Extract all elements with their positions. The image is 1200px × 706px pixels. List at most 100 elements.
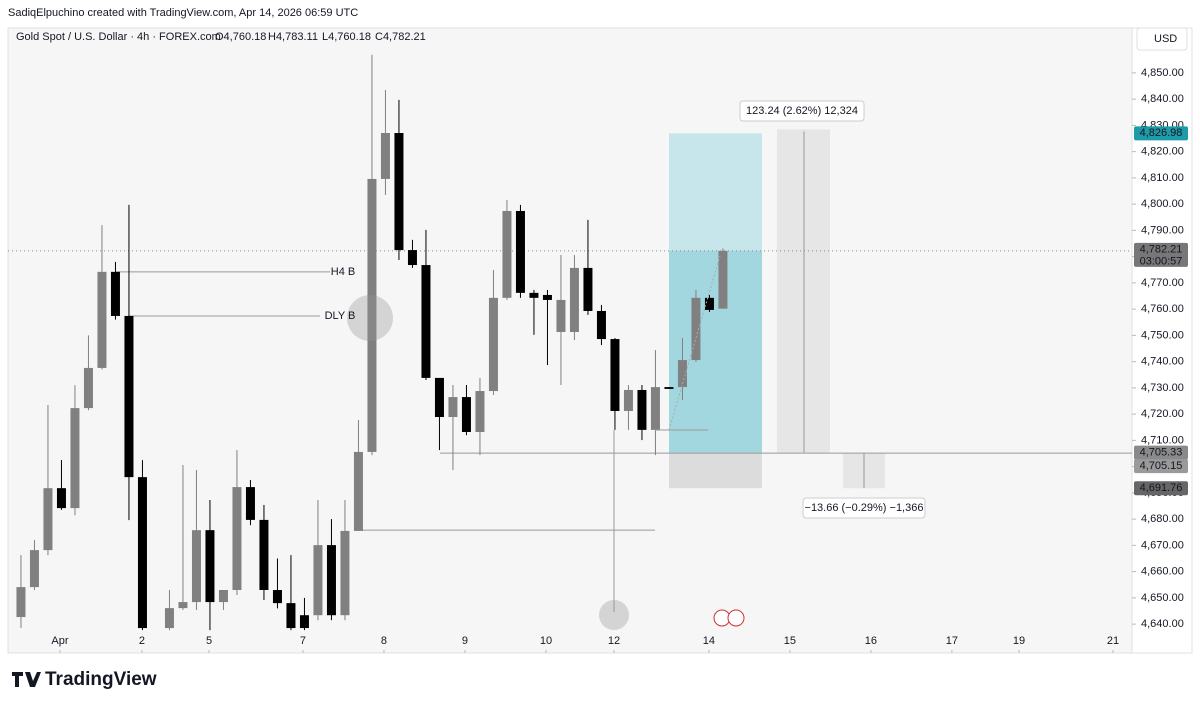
x-tick-label: 17 bbox=[946, 635, 958, 647]
x-tick-label: 14 bbox=[703, 635, 715, 647]
candle-body bbox=[218, 590, 228, 603]
drawing-label: H4 B bbox=[331, 266, 355, 278]
candle-body bbox=[623, 389, 633, 411]
candle-body bbox=[556, 299, 566, 332]
currency[interactable]: USD bbox=[1154, 33, 1177, 45]
candle-body bbox=[313, 545, 323, 616]
x-tick-label: Apr bbox=[51, 635, 68, 647]
y-tick-label: 4,770.00 bbox=[1141, 277, 1184, 289]
candle-body bbox=[542, 294, 552, 300]
y-tick-label: 4,740.00 bbox=[1141, 356, 1184, 368]
last-price: 4,782.21 bbox=[1140, 244, 1183, 256]
stop-price-box bbox=[1134, 481, 1188, 496]
entry-price-box bbox=[1134, 445, 1188, 460]
candle-body bbox=[164, 608, 174, 629]
target-price-box bbox=[1134, 126, 1188, 141]
x-tick-label: 7 bbox=[300, 635, 306, 647]
stop-price: 4,691.76 bbox=[1140, 482, 1183, 494]
candle-body bbox=[421, 265, 431, 378]
candle-body bbox=[583, 267, 593, 311]
x-tick-label: 16 bbox=[865, 635, 877, 647]
candle-body bbox=[56, 488, 66, 509]
candle-body bbox=[610, 339, 620, 411]
y-tick-label: 4,840.00 bbox=[1141, 93, 1184, 105]
x-tick-label: 19 bbox=[1013, 635, 1025, 647]
candle-body bbox=[137, 477, 147, 629]
y-tick-label: 4,650.00 bbox=[1141, 592, 1184, 604]
candle-body bbox=[637, 389, 647, 430]
y-tick-label: 4,640.00 bbox=[1141, 618, 1184, 630]
last-price-box bbox=[1134, 242, 1188, 267]
candle-body bbox=[110, 271, 120, 316]
x-tick-label: 15 bbox=[784, 635, 796, 647]
candle-body bbox=[367, 178, 377, 452]
y-tick-label: 4,680.00 bbox=[1141, 513, 1184, 525]
ohlc-low: L4,760.18 bbox=[322, 31, 371, 43]
stop-zone bbox=[669, 452, 762, 489]
candle-body bbox=[596, 310, 606, 340]
candle-body bbox=[502, 210, 512, 298]
candle-body bbox=[691, 297, 701, 361]
x-tick-label: 21 bbox=[1107, 635, 1119, 647]
y-tick-label: 4,760.00 bbox=[1141, 303, 1184, 315]
x-tick-label: 8 bbox=[381, 635, 387, 647]
x-tick-label: 9 bbox=[462, 635, 468, 647]
target-price: 4,826.98 bbox=[1140, 127, 1183, 139]
credit: SadiqElpuchino created with TradingView.… bbox=[8, 7, 358, 19]
logo bbox=[12, 672, 41, 687]
candle-body bbox=[191, 530, 201, 603]
candle-body bbox=[340, 530, 350, 616]
y-tick-label: 4,850.00 bbox=[1141, 67, 1184, 79]
ohlc-high: H4,783.11 bbox=[268, 31, 318, 43]
loss-label: −13.66 (−0.29%) −1,366 bbox=[805, 502, 924, 514]
currency-button[interactable] bbox=[1136, 27, 1188, 51]
candle-body bbox=[394, 132, 404, 251]
y-tick-label: 4,810.00 bbox=[1141, 172, 1184, 184]
candle-body bbox=[205, 530, 215, 603]
candle-body bbox=[29, 550, 39, 588]
candle-body bbox=[286, 603, 296, 629]
candle-body bbox=[43, 488, 53, 551]
x-tick-label: 10 bbox=[540, 635, 552, 647]
candle-body bbox=[407, 250, 417, 266]
candle-body bbox=[448, 397, 458, 418]
candle-body bbox=[70, 408, 80, 509]
loss-label-box bbox=[802, 497, 926, 519]
level-price: 4,705.15 bbox=[1140, 460, 1183, 472]
ohlc-close: C4,782.21 bbox=[375, 31, 426, 43]
candle-body bbox=[529, 292, 539, 298]
candle-body bbox=[299, 615, 309, 629]
x-tick-label: 12 bbox=[608, 635, 620, 647]
candle-body bbox=[245, 487, 255, 520]
y-tick-label: 4,790.00 bbox=[1141, 224, 1184, 236]
profit-label: 123.24 (2.62%) 12,324 bbox=[746, 105, 858, 117]
y-tick-label: 4,750.00 bbox=[1141, 329, 1184, 341]
candle-body bbox=[97, 271, 107, 368]
candle-body bbox=[704, 297, 714, 310]
x-tick-label: 5 bbox=[206, 635, 212, 647]
candle-body bbox=[124, 315, 134, 478]
drawing-label: DLY B bbox=[325, 310, 356, 322]
candle-body bbox=[434, 377, 444, 418]
symbol: Gold Spot / U.S. Dollar · 4h · FOREX.com bbox=[16, 31, 221, 43]
candle-body bbox=[677, 360, 687, 388]
level-price-box bbox=[1134, 459, 1188, 474]
entry-price: 4,705.33 bbox=[1140, 447, 1183, 459]
y-tick-label: 4,710.00 bbox=[1141, 434, 1184, 446]
candle-body bbox=[569, 267, 579, 332]
candle-body bbox=[272, 590, 282, 604]
candle-body bbox=[326, 545, 336, 616]
y-tick-label: 4,820.00 bbox=[1141, 146, 1184, 158]
x-tick-label: 2 bbox=[139, 635, 145, 647]
candle-body bbox=[475, 391, 485, 432]
ohlc-open: O4,760.18 bbox=[215, 31, 266, 43]
candle-body bbox=[178, 602, 188, 609]
highlight-circle bbox=[347, 295, 393, 341]
candle-body bbox=[488, 297, 498, 392]
candle-body bbox=[232, 487, 242, 591]
candle-body bbox=[515, 210, 525, 293]
candle-body bbox=[664, 387, 674, 389]
drawing-marks bbox=[347, 255, 745, 630]
candle-body bbox=[353, 451, 363, 531]
